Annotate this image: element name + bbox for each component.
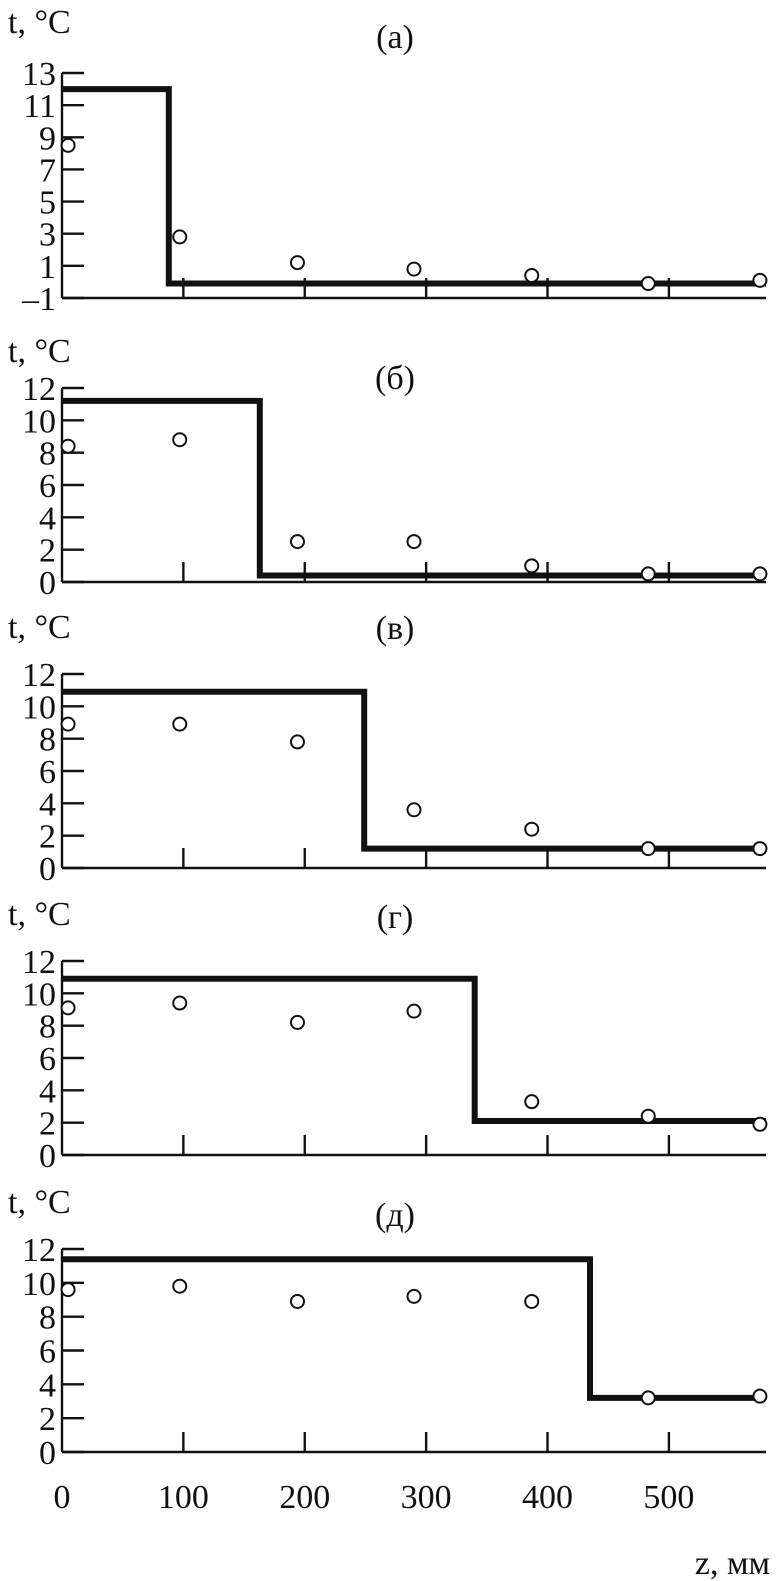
measured-point: [172, 1278, 188, 1294]
measured-point: [752, 1388, 768, 1404]
y-tick-label: 3: [39, 217, 56, 254]
y-axis-label: t, °C: [8, 896, 71, 933]
panel-label: (а): [376, 19, 414, 56]
panel-label: (в): [376, 610, 415, 647]
x-tick-label: 0: [54, 1479, 71, 1516]
measured-point: [752, 272, 768, 288]
measured-point: [60, 1282, 76, 1298]
measured-point: [289, 255, 305, 271]
measured-point: [524, 1293, 540, 1309]
y-tick-label: 0: [39, 1138, 56, 1175]
y-tick-label: 2: [39, 1106, 56, 1143]
y-tick-label: 12: [22, 371, 56, 408]
y-tick-label: 4: [39, 500, 56, 537]
measured-point: [406, 1288, 422, 1304]
y-tick-label: 6: [39, 1334, 56, 1371]
y-tick-label: 4: [39, 1073, 56, 1110]
y-tick-label: 10: [22, 1266, 56, 1303]
measured-point: [289, 534, 305, 550]
y-axis-label: t, °C: [8, 1184, 71, 1221]
model-step-line: [62, 397, 766, 579]
model-step-line: [62, 975, 766, 1124]
y-axis-label: t, °C: [8, 333, 71, 370]
y-tick-label: 5: [39, 185, 56, 222]
model-step-line: [62, 1256, 766, 1401]
y-tick-label: 0: [39, 1435, 56, 1472]
measured-point: [172, 229, 188, 245]
measured-point: [60, 1000, 76, 1016]
measured-point: [60, 137, 76, 153]
x-tick-label: 400: [522, 1479, 573, 1516]
measured-point: [752, 566, 768, 582]
y-tick-label: 9: [39, 120, 56, 157]
y-tick-label: 6: [39, 1041, 56, 1078]
measured-point: [640, 1390, 656, 1406]
measured-point: [524, 821, 540, 837]
y-tick-label: 6: [39, 754, 56, 791]
measured-point: [524, 268, 540, 283]
panel-label: (б): [375, 360, 415, 397]
y-axis-label: t, °C: [8, 609, 71, 646]
measured-point: [406, 261, 422, 277]
x-tick-label: 200: [279, 1479, 330, 1516]
model-step-line: [62, 86, 766, 287]
x-tick-label: 100: [158, 1479, 209, 1516]
measured-point: [406, 534, 422, 550]
y-tick-label: 4: [39, 786, 56, 823]
measured-point: [406, 1003, 422, 1019]
y-tick-label: 12: [22, 657, 56, 694]
measured-point: [752, 1116, 768, 1132]
measured-point: [172, 432, 188, 448]
y-tick-label: –1: [21, 281, 56, 318]
y-tick-label: 2: [39, 1401, 56, 1438]
measured-point: [60, 716, 76, 732]
measured-point: [289, 1293, 305, 1309]
y-tick-label: 12: [22, 1232, 56, 1269]
y-tick-label: 0: [39, 851, 56, 888]
y-tick-label: 11: [23, 88, 56, 125]
measured-point: [289, 1014, 305, 1030]
measured-point: [640, 841, 656, 857]
measured-point: [172, 716, 188, 732]
measured-point: [289, 734, 305, 750]
measured-point: [524, 1094, 540, 1110]
y-tick-label: 2: [39, 819, 56, 856]
measured-point: [60, 438, 76, 454]
measured-point: [640, 1108, 656, 1124]
measured-point: [640, 276, 656, 292]
y-axis-label: t, °C: [8, 4, 71, 41]
x-tick-label: 300: [401, 1479, 452, 1516]
measured-point: [640, 566, 656, 582]
y-tick-label: 0: [39, 565, 56, 602]
y-tick-label: 8: [39, 1300, 56, 1337]
y-tick-label: 7: [39, 152, 56, 189]
model-step-line: [62, 688, 766, 852]
y-tick-label: 8: [39, 436, 56, 473]
y-tick-label: 10: [22, 689, 56, 726]
y-tick-label: 4: [39, 1367, 56, 1404]
y-tick-label: 10: [22, 976, 56, 1013]
x-axis-label: z, мм: [695, 1545, 770, 1581]
panel-label: (г): [377, 899, 414, 936]
y-tick-label: 12: [22, 944, 56, 981]
measured-point: [406, 802, 422, 818]
y-tick-label: 8: [39, 1009, 56, 1046]
y-tick-label: 2: [39, 533, 56, 570]
measured-point: [172, 995, 188, 1011]
y-tick-label: 6: [39, 468, 56, 505]
y-tick-label: 8: [39, 722, 56, 759]
measured-point: [524, 558, 540, 574]
y-tick-label: 1: [39, 249, 56, 286]
panel-label: (д): [375, 1197, 415, 1234]
y-tick-label: 10: [22, 403, 56, 440]
y-tick-label: 13: [22, 56, 56, 93]
x-tick-label: 500: [643, 1479, 694, 1516]
measured-point: [752, 841, 768, 857]
